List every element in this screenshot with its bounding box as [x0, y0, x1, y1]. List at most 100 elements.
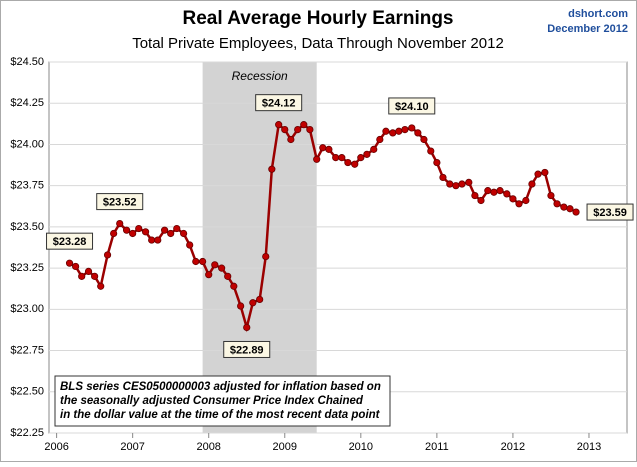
data-point	[180, 229, 188, 238]
data-point	[287, 135, 295, 144]
data-point	[572, 208, 580, 216]
data-point	[547, 191, 555, 200]
x-tick-label: 2012	[501, 441, 525, 453]
data-point	[560, 203, 568, 211]
data-label-group: $23.59	[586, 203, 634, 221]
data-point	[154, 236, 162, 244]
data-label-group: $23.28	[46, 232, 94, 250]
data-label-group: $23.52	[96, 193, 144, 211]
data-point	[414, 129, 422, 137]
data-point	[78, 272, 86, 280]
data-point	[458, 180, 466, 188]
data-point	[446, 180, 454, 188]
data-label: $23.59	[593, 207, 627, 219]
data-point	[515, 200, 523, 208]
data-point	[141, 228, 150, 236]
data-point	[135, 224, 143, 233]
data-label: $23.28	[53, 236, 87, 248]
data-point	[427, 147, 435, 155]
data-point	[129, 229, 137, 238]
data-point	[522, 196, 530, 205]
data-point	[237, 302, 245, 310]
x-tick-label: 2011	[425, 441, 449, 453]
y-tick-label: $22.25	[10, 427, 44, 439]
data-point	[72, 262, 80, 271]
data-point	[363, 150, 371, 158]
data-point	[148, 236, 156, 244]
data-point	[218, 264, 226, 272]
plot-area	[48, 61, 628, 434]
data-point	[275, 121, 283, 129]
y-tick-label: $24.25	[10, 97, 44, 109]
data-point	[370, 145, 378, 153]
data-point	[433, 158, 441, 167]
y-tick-label: $22.50	[10, 386, 44, 398]
data-point	[116, 219, 124, 228]
data-point	[338, 154, 346, 162]
data-point	[91, 272, 99, 280]
data-label: $23.52	[103, 196, 137, 208]
chart-title: Real Average Hourly Earnings	[182, 8, 453, 29]
data-label-group: $22.89	[223, 340, 271, 358]
y-tick-label: $22.75	[10, 344, 44, 356]
data-point	[408, 124, 416, 132]
data-point	[325, 145, 333, 153]
y-tick-label: $24.00	[10, 138, 44, 150]
x-tick-label: 2008	[196, 441, 220, 453]
data-point	[211, 261, 219, 269]
chart-subtitle: Total Private Employees, Data Through No…	[132, 35, 504, 52]
x-tick-label: 2013	[577, 441, 601, 453]
data-point	[262, 252, 270, 261]
data-label-group: $24.12	[255, 94, 303, 112]
data-label-box	[223, 340, 271, 358]
data-label-box	[46, 232, 94, 250]
data-point	[173, 224, 181, 233]
data-point	[306, 126, 314, 134]
recession-band	[202, 62, 317, 433]
data-point	[84, 267, 93, 276]
x-tick-label: 2010	[349, 441, 373, 453]
x-tick-label: 2006	[44, 441, 68, 453]
data-point	[243, 323, 251, 332]
x-tick-label: 2007	[120, 441, 144, 453]
data-point	[122, 226, 131, 234]
x-tick-label: 2009	[273, 441, 297, 453]
data-label: $22.89	[230, 344, 264, 356]
data-point	[541, 168, 549, 177]
data-point	[103, 251, 112, 259]
data-point	[110, 229, 118, 238]
data-point	[382, 127, 390, 135]
data-point	[332, 154, 340, 162]
data-point	[389, 129, 397, 137]
y-tick-label: $23.50	[10, 221, 44, 233]
data-point	[351, 160, 359, 168]
data-point	[97, 282, 105, 290]
data-label: $24.10	[395, 101, 429, 113]
data-point	[192, 257, 200, 266]
data-point	[439, 173, 447, 182]
data-label-box	[586, 203, 634, 221]
data-point	[465, 178, 473, 186]
data-label-group: $24.10	[388, 97, 436, 115]
data-point	[357, 154, 365, 162]
data-point	[496, 187, 504, 195]
note-line: the seasonally adjusted Consumer Price I…	[60, 395, 364, 407]
data-point	[268, 165, 276, 173]
y-tick-label: $23.75	[10, 180, 44, 192]
data-point	[395, 127, 403, 135]
y-tick-label: $23.00	[10, 303, 44, 315]
source-date: December 2012	[547, 23, 628, 35]
recession-label: Recession	[232, 69, 288, 83]
data-point	[553, 200, 561, 208]
data-point	[230, 282, 238, 290]
data-point	[566, 205, 574, 213]
data-point	[319, 144, 327, 152]
note-line: in the dollar value at the time of the m…	[60, 409, 381, 421]
data-label-box	[96, 193, 144, 211]
data-point	[484, 187, 492, 195]
data-point	[477, 196, 485, 205]
data-point	[161, 226, 169, 234]
data-point	[509, 195, 517, 203]
data-point	[344, 158, 352, 167]
data-point	[452, 182, 460, 190]
